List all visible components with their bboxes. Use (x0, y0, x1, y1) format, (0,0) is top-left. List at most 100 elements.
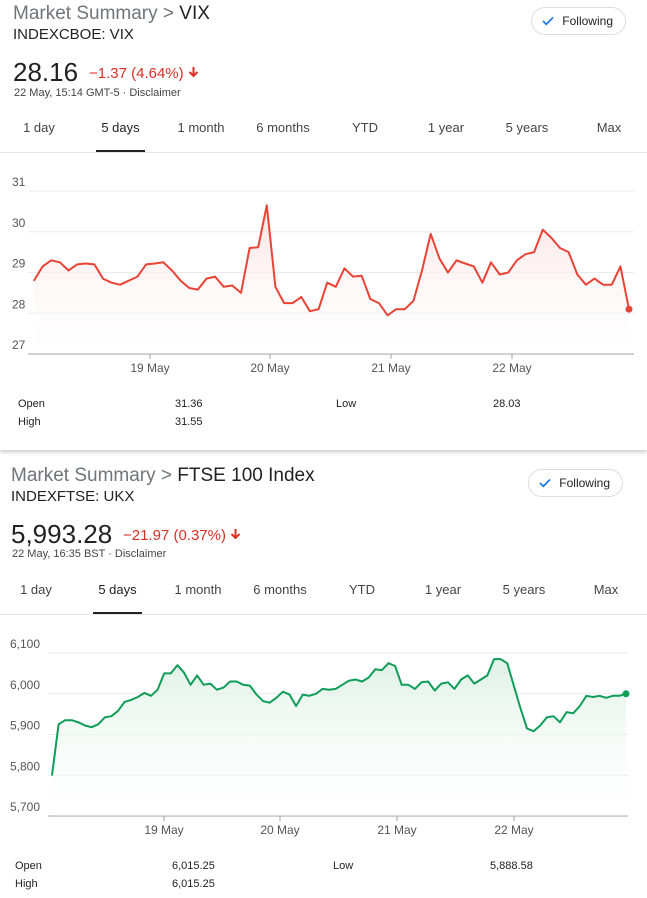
data-point (249, 247, 250, 248)
tab-ytd[interactable]: YTD (345, 112, 385, 152)
title-separator: > (156, 465, 178, 486)
data-point (525, 254, 526, 255)
tab-1-year[interactable]: 1 year (420, 112, 472, 152)
tab-6-months[interactable]: 6 months (250, 112, 316, 152)
data-point (414, 688, 415, 689)
data-point (413, 300, 414, 301)
data-point (370, 298, 371, 299)
data-point (344, 268, 345, 269)
ftse-price-chart[interactable]: 5,700 5,800 5,900 6,000 6,100 19 May 20 May 21 … (0, 614, 647, 850)
data-point (282, 691, 283, 692)
tab-5-years[interactable]: 5 years (500, 112, 554, 152)
data-point (309, 695, 310, 696)
data-point (292, 303, 293, 304)
data-point (542, 229, 543, 230)
data-point (236, 681, 237, 682)
tab-max[interactable]: Max (590, 112, 628, 152)
tab-1-day[interactable]: 1 day (11, 574, 61, 614)
data-point (404, 309, 405, 310)
last-point-marker (623, 690, 630, 697)
data-point (68, 270, 69, 271)
low-value: 5,888.58 (490, 860, 533, 872)
data-point (137, 276, 138, 277)
range-tabs: 1 day 5 days 1 month 6 months YTD 1 year… (0, 112, 647, 153)
data-point (131, 699, 132, 700)
high-value: 6,015.25 (172, 878, 215, 890)
data-point (516, 260, 517, 261)
data-point (51, 260, 52, 261)
y-tick-label: 29 (12, 257, 26, 271)
data-point (104, 717, 105, 718)
y-tick-label: 31 (12, 175, 26, 189)
data-point (177, 665, 178, 666)
data-point (58, 724, 59, 725)
tab-1-day[interactable]: 1 day (14, 112, 64, 152)
tab-1-month[interactable]: 1 month (169, 574, 227, 614)
following-button[interactable]: Following (531, 7, 626, 35)
data-point (302, 694, 303, 695)
data-point (568, 252, 569, 253)
market-summary-link[interactable]: Market Summary (11, 465, 156, 486)
tab-6-months[interactable]: 6 months (247, 574, 313, 614)
data-point (500, 659, 501, 660)
low-value: 28.03 (493, 398, 521, 410)
open-label: Open (15, 860, 42, 872)
data-point (59, 262, 60, 263)
data-point (513, 685, 514, 686)
tab-max[interactable]: Max (587, 574, 625, 614)
y-tick-label: 27 (12, 338, 26, 352)
data-point (120, 284, 121, 285)
data-point (612, 695, 613, 696)
tab-1-month[interactable]: 1 month (172, 112, 230, 152)
data-point (559, 247, 560, 248)
data-point (378, 303, 379, 304)
timestamp-disclaimer: 22 May, 16:35 BST · Disclaimer (12, 548, 166, 560)
tab-ytd[interactable]: YTD (342, 574, 382, 614)
tab-5-days[interactable]: 5 days (96, 112, 145, 152)
data-point (170, 673, 171, 674)
data-point (480, 679, 481, 680)
tab-5-days[interactable]: 5 days (93, 574, 142, 614)
high-label: High (18, 416, 41, 428)
data-point (102, 278, 103, 279)
price-change: −1.37 (4.64%) (89, 65, 199, 82)
index-symbol: INDEXFTSE: UKX (11, 488, 134, 505)
data-point (362, 681, 363, 682)
data-point (439, 258, 440, 259)
x-tick-label: 19 May (130, 361, 169, 375)
data-point (599, 695, 600, 696)
following-button[interactable]: Following (528, 469, 623, 497)
market-summary-link[interactable]: Market Summary (13, 3, 158, 24)
data-point (289, 694, 290, 695)
x-tick-label: 21 May (377, 823, 416, 837)
high-value: 31.55 (175, 416, 203, 428)
tab-5-years[interactable]: 5 years (497, 574, 551, 614)
low-label: Low (336, 398, 356, 410)
tab-1-year[interactable]: 1 year (417, 574, 469, 614)
data-point (585, 284, 586, 285)
data-point (301, 296, 302, 297)
data-point (551, 237, 552, 238)
data-point (215, 276, 216, 277)
data-point (508, 272, 509, 273)
data-point (322, 688, 323, 689)
data-point (157, 689, 158, 690)
data-point (276, 697, 277, 698)
data-point (269, 702, 270, 703)
data-point (144, 692, 145, 693)
data-point (441, 683, 442, 684)
data-point (78, 722, 79, 723)
data-point (94, 264, 95, 265)
data-point (171, 270, 172, 271)
data-point (421, 682, 422, 683)
data-point (232, 285, 233, 286)
data-point (428, 681, 429, 682)
series-area-fill (52, 659, 626, 816)
data-point (163, 262, 164, 263)
index-name: VIX (179, 3, 210, 24)
data-point (65, 720, 66, 721)
vix-price-chart[interactable]: 27 28 29 30 31 19 May 20 May 21 May 22 May (0, 152, 647, 388)
high-label: High (15, 878, 38, 890)
data-point (335, 688, 336, 689)
x-tick-label: 22 May (494, 823, 533, 837)
